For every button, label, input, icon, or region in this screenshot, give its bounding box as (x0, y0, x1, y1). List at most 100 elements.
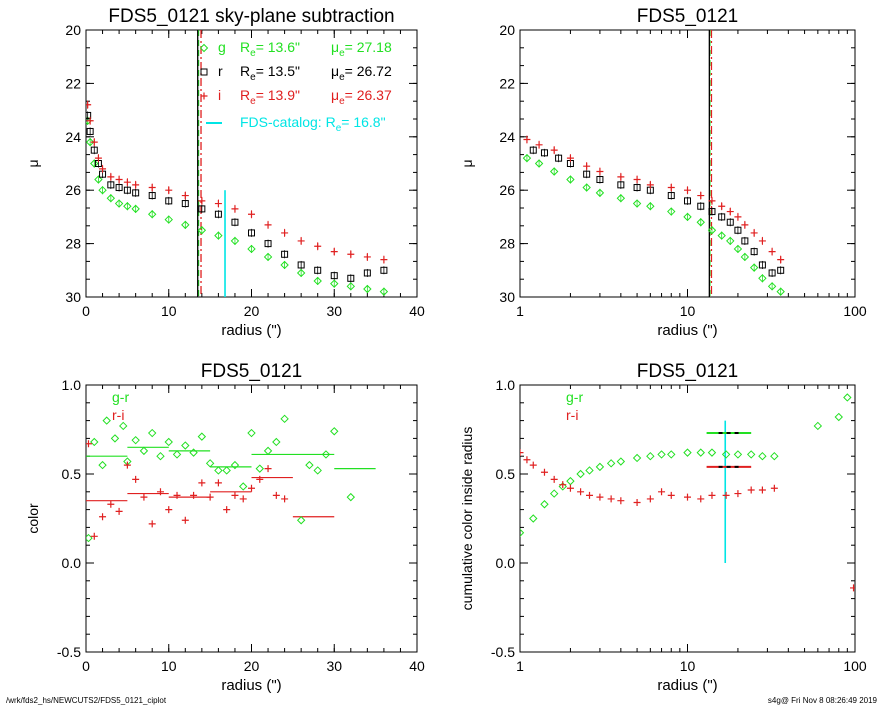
data-layer (86, 414, 376, 543)
data-point-g (247, 428, 256, 438)
y-tick-label: -0.5 (491, 644, 515, 660)
data-point-r (540, 149, 548, 157)
data-point-g (696, 448, 705, 457)
data-point-i (264, 465, 272, 473)
data-point-i (148, 520, 156, 528)
data-point-r (198, 205, 206, 213)
data-point-g (707, 448, 717, 457)
x-tick-label: 100 (843, 658, 867, 674)
data-point-g (247, 244, 256, 254)
footer-path: /wrk/fds2_hs/NEWCUTS2/FDS5_0121_ciplot (6, 696, 167, 705)
data-point-i (520, 449, 524, 457)
data-point-i (770, 484, 778, 492)
chart-title: FDS5_0121 (201, 361, 302, 382)
data-point-g (733, 450, 743, 459)
data-point-g (296, 516, 306, 525)
data-point-r (750, 248, 758, 256)
data-point-g (566, 175, 575, 184)
plot-frame (519, 384, 856, 653)
data-point-r (165, 197, 173, 205)
data-point-i (722, 491, 730, 499)
data-point-g (313, 276, 322, 286)
data-point-r (596, 176, 604, 184)
data-point-i (347, 250, 355, 258)
data-point-i (86, 101, 92, 109)
x-tick-label: 10 (680, 303, 696, 319)
data-point-i (697, 495, 705, 503)
data-point-r (529, 146, 537, 154)
data-point-i (734, 490, 742, 498)
data-point-i (596, 493, 604, 501)
data-point-i (363, 253, 371, 261)
data-point-g (549, 489, 559, 498)
data-point-i (758, 237, 766, 245)
data-point-r (380, 266, 388, 274)
legend-re-r: Re= 13.5" (240, 63, 300, 83)
data-point-i (758, 486, 766, 494)
data-point-i (718, 202, 726, 210)
y-tick-label: 24 (65, 129, 81, 145)
data-point-g (576, 469, 585, 479)
data-point-g (230, 236, 240, 246)
x-tick-label: 10 (680, 658, 696, 674)
data-point-i (132, 181, 140, 189)
data-point-g (222, 466, 231, 475)
data-point-i (607, 495, 615, 503)
data-point-g (657, 450, 666, 459)
data-point-i (140, 493, 148, 501)
data-point-i (99, 165, 107, 173)
data-point-g (263, 252, 273, 262)
data-point-g (683, 448, 692, 457)
y-tick-label: 28 (499, 236, 515, 252)
data-point-i (248, 484, 255, 492)
data-point-g (147, 210, 157, 219)
data-point-i (566, 484, 574, 492)
data-point-g (566, 476, 575, 486)
x-axis-label: radius (") (221, 677, 281, 694)
data-point-i (708, 197, 716, 205)
data-point-g (346, 492, 356, 502)
data-point-g (131, 204, 140, 214)
data-point-i (90, 138, 98, 146)
data-point-g (119, 421, 128, 431)
data-point-g (280, 414, 289, 424)
data-point-i (777, 256, 785, 264)
data-point-g (540, 500, 549, 509)
footer-timestamp: s4g@ Fri Nov 8 08:26:49 2019 (767, 696, 877, 705)
data-point-g (534, 159, 544, 168)
data-point-i (264, 221, 272, 229)
data-point-i (86, 117, 94, 125)
data-point-r (667, 192, 675, 200)
data-point-i (583, 162, 591, 170)
data-point-r (718, 213, 726, 221)
data-point-g (131, 435, 140, 445)
data-point-g (582, 183, 591, 192)
plot-frame (85, 384, 418, 653)
data-point-i (123, 461, 131, 469)
legend-marker-g (199, 43, 209, 53)
data-point-g (172, 450, 182, 459)
data-point-r (86, 127, 94, 135)
data-point-g (102, 416, 111, 425)
data-point-i (850, 584, 855, 592)
x-tick-label: 1 (516, 658, 524, 674)
data-point-g (114, 199, 124, 208)
legend-g-r: g-r (112, 389, 129, 405)
data-point-i (231, 491, 239, 499)
data-point-i (586, 491, 594, 499)
legend-mue-g: μe= 27.18 (331, 39, 392, 59)
data-point-i (523, 456, 531, 464)
y-tick-label: 1.0 (62, 377, 82, 393)
data-point-i (747, 486, 755, 494)
data-point-i (190, 491, 198, 499)
data-point-i (726, 208, 734, 216)
data-point-r (363, 269, 371, 277)
data-point-g (106, 194, 116, 203)
data-point-g (164, 437, 173, 447)
data-point-i (540, 468, 548, 476)
data-point-i (115, 507, 123, 515)
data-point-g (139, 446, 149, 456)
data-point-r (330, 272, 338, 280)
data-point-g (520, 528, 525, 537)
